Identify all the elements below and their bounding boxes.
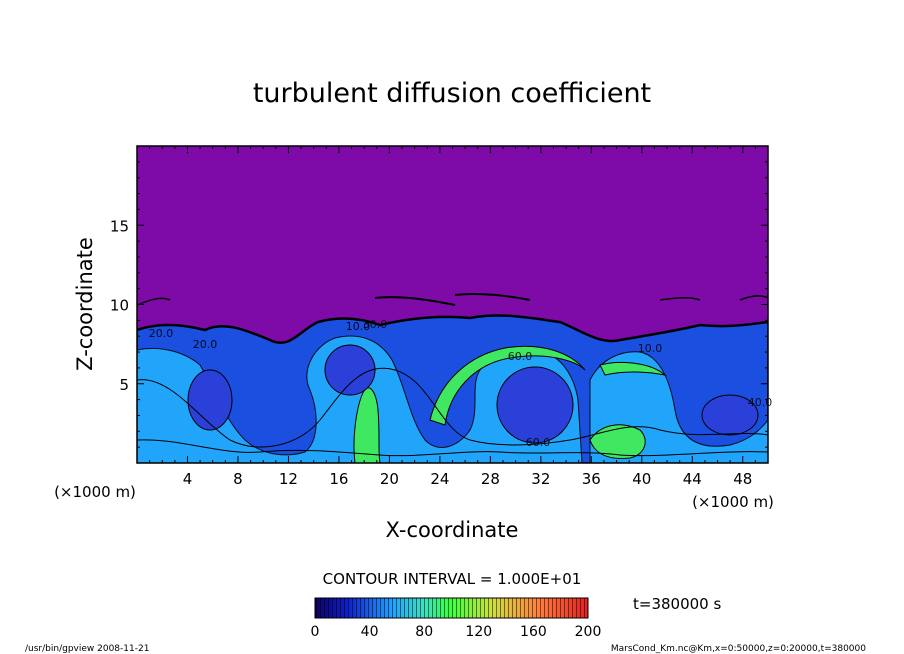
green-region-1 [353,387,381,463]
y-tick-label: 10 [110,297,129,315]
chart-title: turbulent diffusion coefficient [253,78,651,109]
colorbar-tick-label: 120 [465,624,492,640]
colorbar-tick-label: 160 [520,624,547,640]
dark-core-4 [324,344,376,396]
field-layer [137,292,768,463]
x-tick-label: 4 [183,470,193,488]
contour-line-2 [137,439,768,457]
dark-core-1 [496,366,574,444]
x-tick-label: 48 [733,470,752,488]
x-tick-label: 20 [380,470,399,488]
contour-line-1 [137,367,768,448]
contour-label: 60.0 [526,436,551,449]
y-axis-title: Z-coordinate [73,237,97,371]
x-tick-label: 32 [531,470,550,488]
y-axis-ticks: 5 10 15 [110,161,768,448]
y-tick-label: 5 [119,376,129,394]
x-axis-title: X-coordinate [386,518,519,542]
x-unit-label-left: (×1000 m) [54,483,136,501]
green-region-2 [429,345,586,426]
upper-streak-2 [137,295,768,306]
contour-interval-label: CONTOUR INTERVAL = 1.000E+01 [323,570,582,588]
footer-left: /usr/bin/gpview 2008-11-21 [25,644,149,654]
contour-label: 30.0 [363,318,388,331]
x-tick-label: 12 [279,470,298,488]
colorbar-tick-label: 200 [575,624,602,640]
x-unit-label-right: (×1000 m) [692,493,774,511]
contour-label: 20.0 [149,327,174,340]
y-tick-label: 15 [110,217,129,235]
time-label: t=380000 s [633,595,721,613]
contour-label: 20.0 [193,338,218,351]
footer-right: MarsCond_Km.nc@Km,x=0:50000,z=0:20000,t=… [611,644,866,654]
x-tick-label: 44 [683,470,702,488]
colorbar-tick-label: 0 [311,624,320,640]
contour-labels: 20.010.030.060.040.060.020.0 10.0 [149,318,773,449]
x-tick-label: 8 [233,470,243,488]
x-tick-label: 16 [329,470,348,488]
dark-core-2 [187,369,233,431]
upper-streak-1 [374,292,531,306]
colorbar-tick-label: 40 [361,624,379,640]
green-region-3 [589,424,646,459]
contour-label: 40.0 [748,396,773,409]
colorbar-tick-label: 80 [415,624,433,640]
colorbar-ticks: 0 40 80 120 160 200 [311,624,602,640]
x-tick-label: 28 [481,470,500,488]
dark-core-3 [701,394,759,436]
top-boundary-contour [137,314,768,344]
x-axis-ticks: 4 8 12 16 20 24 28 32 36 40 44 48 [149,146,756,488]
contour-label: 60.0 [508,350,533,363]
x-tick-label: 40 [632,470,651,488]
colorbar-stripes [315,598,588,618]
green-region-4 [599,361,667,376]
x-tick-label: 36 [582,470,601,488]
contour-label: 10.0 [638,342,663,355]
contour-label: 10.0 [346,320,371,333]
x-tick-label: 24 [430,470,449,488]
